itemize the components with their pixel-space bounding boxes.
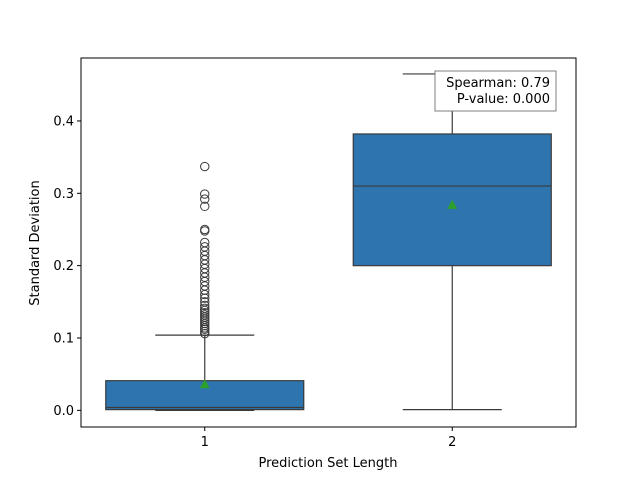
outlier-point — [200, 307, 210, 318]
annotation-box — [434, 70, 557, 112]
x-axis-title: Prediction Set Length — [258, 456, 397, 471]
y-axis: 0.0 0.1 0.2 0.3 0.4 — [53, 114, 81, 419]
y-tick-label: 0.2 — [53, 259, 74, 274]
box-group-1 — [105, 161, 305, 411]
y-tick-label: 0.3 — [53, 187, 74, 202]
box-group-2 — [352, 73, 552, 411]
y-axis-title: Standard Deviation — [28, 180, 43, 305]
annotation-line-pvalue: P-value: 0.000 — [457, 92, 550, 107]
outlier-point — [200, 237, 210, 248]
y-tick-label: 0.0 — [53, 404, 74, 419]
mean-marker — [199, 379, 210, 389]
x-tick-label: 2 — [448, 435, 456, 450]
outlier-point — [200, 161, 210, 172]
iqr-box — [352, 133, 552, 267]
outlier-point — [200, 303, 210, 314]
x-tick-label: 1 — [201, 435, 209, 450]
outlier-point — [200, 224, 210, 235]
outlier-point — [200, 189, 210, 199]
outlier-point — [200, 300, 210, 311]
outlier-point — [200, 310, 210, 320]
box-series — [105, 73, 552, 411]
y-tick-label: 0.4 — [53, 114, 74, 129]
outlier-point — [200, 201, 210, 212]
outlier-point — [200, 242, 210, 252]
mean-marker — [447, 199, 458, 209]
stats-annotation: Spearman: 0.79 P-value: 0.000 — [434, 70, 557, 112]
annotation-line-spearman: Spearman: 0.79 — [446, 76, 550, 91]
outlier-point — [200, 297, 210, 307]
y-tick-label: 0.1 — [53, 332, 74, 347]
outlier-point — [200, 194, 210, 204]
